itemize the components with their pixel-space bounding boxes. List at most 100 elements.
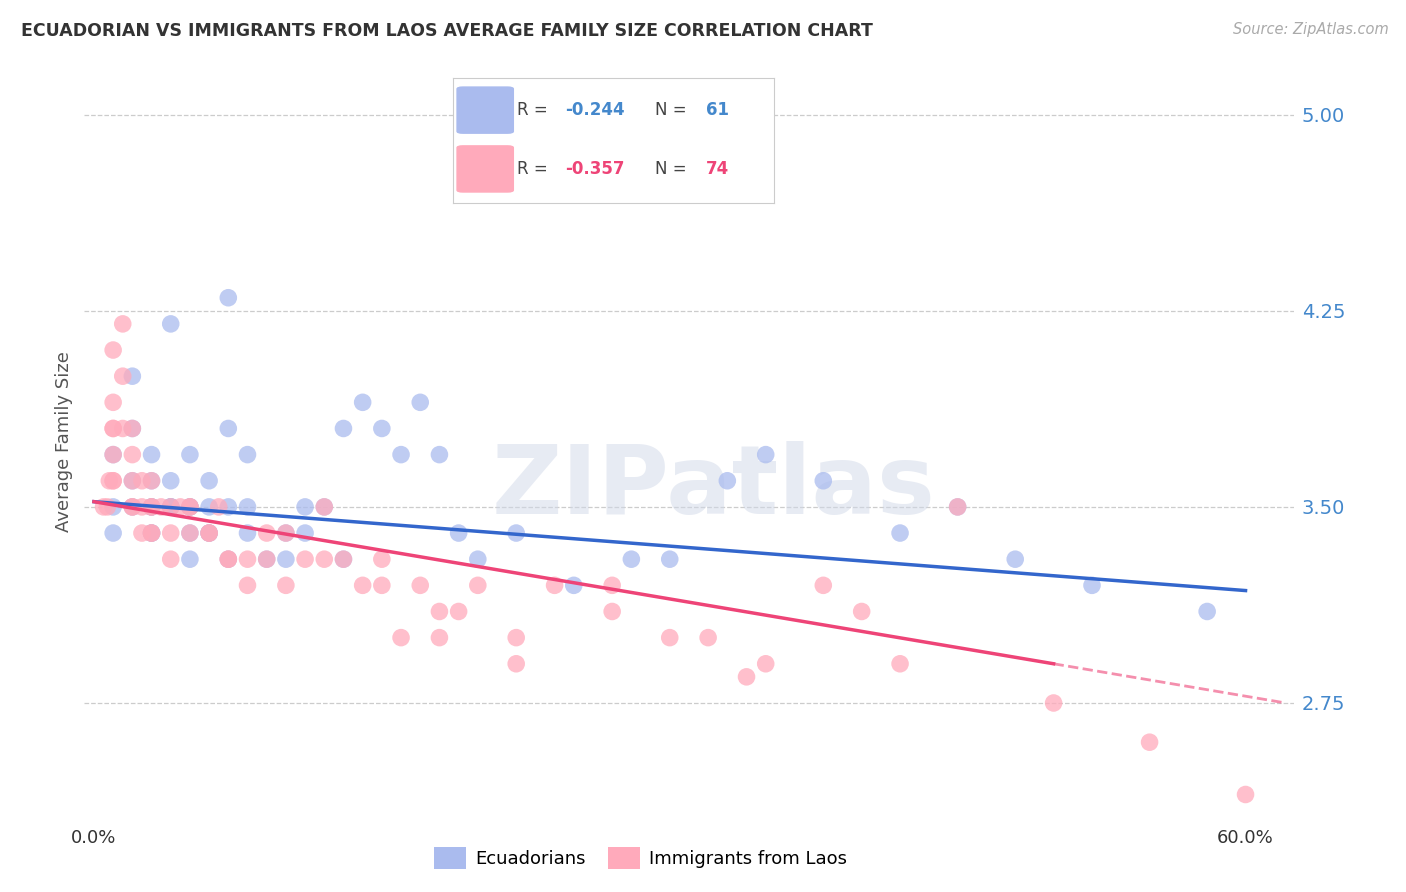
Point [121,421,143,435]
Point [217,291,239,305]
Point [274,526,297,541]
Point [131,526,153,541]
Point [159,526,181,541]
Point [429,605,451,619]
Point [1004,552,1026,566]
Point [101,421,124,435]
Point [236,500,259,514]
Point [101,448,124,462]
Point [1197,605,1219,619]
Point [121,500,143,514]
Point [371,421,394,435]
Point [294,500,316,514]
Point [141,500,163,514]
Legend: Ecuadorians, Immigrants from Laos: Ecuadorians, Immigrants from Laos [427,839,855,876]
Point [198,526,221,541]
Point [159,500,181,514]
Point [159,317,181,331]
Point [121,474,143,488]
Point [111,421,134,435]
Point [179,500,201,514]
Point [141,474,163,488]
Point [1139,735,1161,749]
Point [179,526,201,541]
Point [755,448,778,462]
Point [179,500,201,514]
Point [256,526,278,541]
Point [352,578,374,592]
Point [101,395,124,409]
Point [813,578,835,592]
Point [179,500,201,514]
Point [198,526,221,541]
Point [467,552,489,566]
Point [505,526,527,541]
Point [467,578,489,592]
Point [198,474,221,488]
Point [159,500,181,514]
Point [813,474,835,488]
Point [217,421,239,435]
Point [121,500,143,514]
Point [198,526,221,541]
Point [179,448,201,462]
Point [256,552,278,566]
Point [150,500,173,514]
Point [236,552,259,566]
Point [179,500,201,514]
Point [159,474,181,488]
Point [946,500,969,514]
Point [159,500,181,514]
Point [946,500,969,514]
Point [141,500,163,514]
Point [101,448,124,462]
Point [332,552,354,566]
Point [98,474,121,488]
Point [131,500,153,514]
Point [236,448,259,462]
Point [389,631,412,645]
Point [429,631,451,645]
Point [141,474,163,488]
Text: Source: ZipAtlas.com: Source: ZipAtlas.com [1233,22,1389,37]
Point [274,552,297,566]
Point [217,552,239,566]
Point [236,526,259,541]
Point [409,578,432,592]
Point [96,500,118,514]
Point [889,657,911,671]
Point [208,500,231,514]
Point [101,474,124,488]
Point [141,448,163,462]
Point [658,631,681,645]
Point [101,526,124,541]
Point [121,474,143,488]
Point [121,448,143,462]
Point [851,605,873,619]
Point [314,500,336,514]
Point [141,526,163,541]
Point [600,578,623,592]
Point [256,552,278,566]
Point [543,578,565,592]
Point [101,474,124,488]
Point [198,500,221,514]
Point [889,526,911,541]
Point [111,317,134,331]
Point [447,526,470,541]
Point [658,552,681,566]
Point [131,474,153,488]
Point [141,526,163,541]
Y-axis label: Average Family Size: Average Family Size [55,351,73,532]
Point [179,526,201,541]
Point [562,578,585,592]
Point [217,552,239,566]
Point [141,526,163,541]
Point [217,552,239,566]
Point [101,500,124,514]
Point [1081,578,1104,592]
Point [121,369,143,384]
Point [274,578,297,592]
Point [294,552,316,566]
Point [429,448,451,462]
